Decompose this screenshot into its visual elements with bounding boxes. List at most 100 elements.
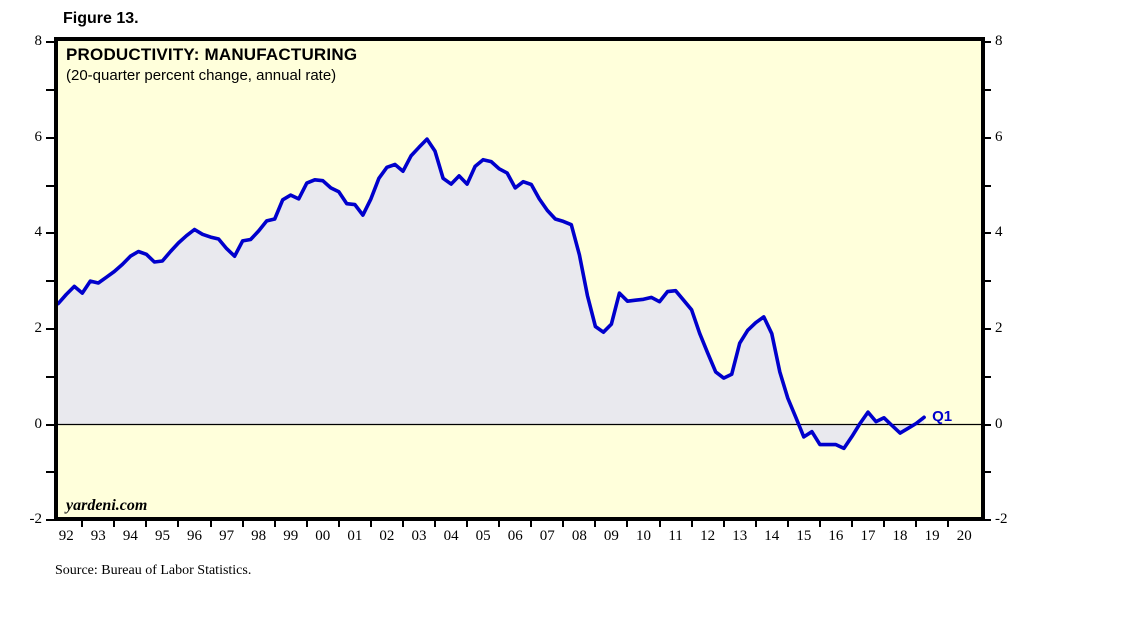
x-axis-tick — [947, 521, 950, 527]
x-axis-tick — [626, 521, 629, 527]
y-axis-label-left: 4 — [34, 224, 43, 241]
x-axis-label: 19 — [924, 528, 940, 544]
y-axis-label-left: 0 — [34, 415, 43, 432]
x-axis-label: 10 — [635, 528, 651, 544]
y-axis-tick-right — [983, 88, 991, 91]
y-axis-label-left: -2 — [29, 511, 43, 528]
y-axis-tick-left — [46, 375, 54, 378]
y-axis-tick-right — [983, 136, 991, 139]
x-axis-label: 17 — [860, 528, 876, 544]
watermark-yardeni: yardeni.com — [66, 497, 148, 514]
chart-title-block: PRODUCTIVITY: MANUFACTURING (20-quarter … — [66, 45, 357, 84]
x-axis-tick — [690, 521, 693, 527]
y-axis-tick-left — [46, 423, 54, 426]
y-axis-label-left: 8 — [34, 33, 43, 50]
y-axis-tick-right — [983, 375, 991, 378]
y-axis-label-right: 8 — [995, 33, 1003, 50]
x-axis-label: 02 — [379, 528, 395, 544]
x-axis-label: 09 — [603, 528, 619, 544]
x-axis-tick — [113, 521, 116, 527]
series-area-fill — [58, 139, 925, 449]
x-axis-label: 14 — [764, 528, 780, 544]
x-axis-label: 00 — [315, 528, 331, 544]
y-axis-tick-right — [983, 471, 991, 474]
x-axis-label: 20 — [956, 528, 972, 544]
x-axis-tick — [754, 521, 757, 527]
figure-label: Figure 13. — [63, 10, 139, 27]
x-axis-label: 13 — [732, 528, 748, 544]
x-axis-label: 01 — [347, 528, 363, 544]
x-axis-label: 96 — [187, 528, 202, 544]
x-axis-tick — [883, 521, 886, 527]
chart-plot-area: PRODUCTIVITY: MANUFACTURING (20-quarter … — [54, 37, 985, 521]
chart-title: PRODUCTIVITY: MANUFACTURING — [66, 45, 358, 64]
y-axis-tick-left — [46, 136, 54, 139]
x-axis-tick — [434, 521, 437, 527]
x-axis-tick — [177, 521, 180, 527]
series-end-label: Q1 — [932, 408, 953, 426]
y-axis-tick-left — [46, 184, 54, 187]
x-axis-label: 05 — [475, 528, 491, 544]
x-axis-label: 07 — [539, 528, 555, 544]
y-axis-tick-left — [46, 88, 54, 91]
x-axis-tick — [658, 521, 661, 527]
y-axis-tick-right — [983, 232, 991, 235]
y-axis-label-right: 0 — [995, 415, 1003, 432]
x-axis-label: 12 — [700, 528, 716, 544]
x-axis-label: 93 — [90, 528, 106, 544]
x-axis-tick — [81, 521, 84, 527]
y-axis-tick-right — [983, 280, 991, 283]
x-axis-label: 15 — [796, 528, 812, 544]
y-axis-label-left: 2 — [34, 319, 43, 336]
x-axis-tick — [530, 521, 533, 527]
y-axis-tick-right — [983, 41, 991, 44]
x-axis-tick — [850, 521, 853, 527]
x-axis-tick — [562, 521, 565, 527]
x-axis-label: 94 — [122, 528, 138, 544]
series-line — [58, 137, 926, 451]
x-axis-tick — [145, 521, 148, 527]
x-axis-tick — [209, 521, 212, 527]
x-axis-label: 16 — [828, 528, 844, 544]
y-axis-tick-right — [983, 184, 991, 187]
x-axis-label: 99 — [283, 528, 299, 544]
y-axis-label-right: 2 — [995, 319, 1003, 336]
x-axis-tick — [273, 521, 276, 527]
y-axis-tick-right — [983, 519, 991, 522]
x-axis-tick — [466, 521, 469, 527]
y-axis-tick-right — [983, 327, 991, 330]
x-axis-label: 06 — [507, 528, 523, 544]
y-axis-label-right: 6 — [995, 128, 1003, 145]
y-axis-tick-left — [46, 232, 54, 235]
x-axis-tick — [498, 521, 501, 527]
y-axis-label-left: 6 — [34, 128, 43, 145]
chart-svg — [58, 137, 981, 451]
x-axis-label: 03 — [411, 528, 427, 544]
source-note: Source: Bureau of Labor Statistics. — [55, 563, 252, 578]
x-axis-tick — [722, 521, 725, 527]
x-axis-tick — [305, 521, 308, 527]
x-axis-tick — [594, 521, 597, 527]
x-axis-tick — [818, 521, 821, 527]
y-axis-tick-left — [46, 280, 54, 283]
y-axis-tick-left — [46, 41, 54, 44]
x-axis-tick — [369, 521, 372, 527]
x-axis-label: 97 — [219, 528, 235, 544]
y-axis-label-right: 4 — [995, 224, 1003, 241]
y-axis-tick-left — [46, 519, 54, 522]
y-axis-label-right: -2 — [995, 511, 1008, 528]
y-axis-tick-right — [983, 423, 991, 426]
x-axis-label: 95 — [154, 528, 170, 544]
chart-subtitle: (20-quarter percent change, annual rate) — [66, 67, 337, 84]
x-axis-tick — [786, 521, 789, 527]
x-axis-tick — [241, 521, 244, 527]
x-axis-label: 18 — [892, 528, 908, 544]
x-axis-label: 11 — [668, 528, 683, 544]
x-axis-tick — [337, 521, 340, 527]
x-axis-label: 08 — [571, 528, 587, 544]
x-axis-tick — [915, 521, 918, 527]
y-axis-tick-left — [46, 327, 54, 330]
x-axis-label: 92 — [58, 528, 74, 544]
x-axis-tick — [401, 521, 404, 527]
